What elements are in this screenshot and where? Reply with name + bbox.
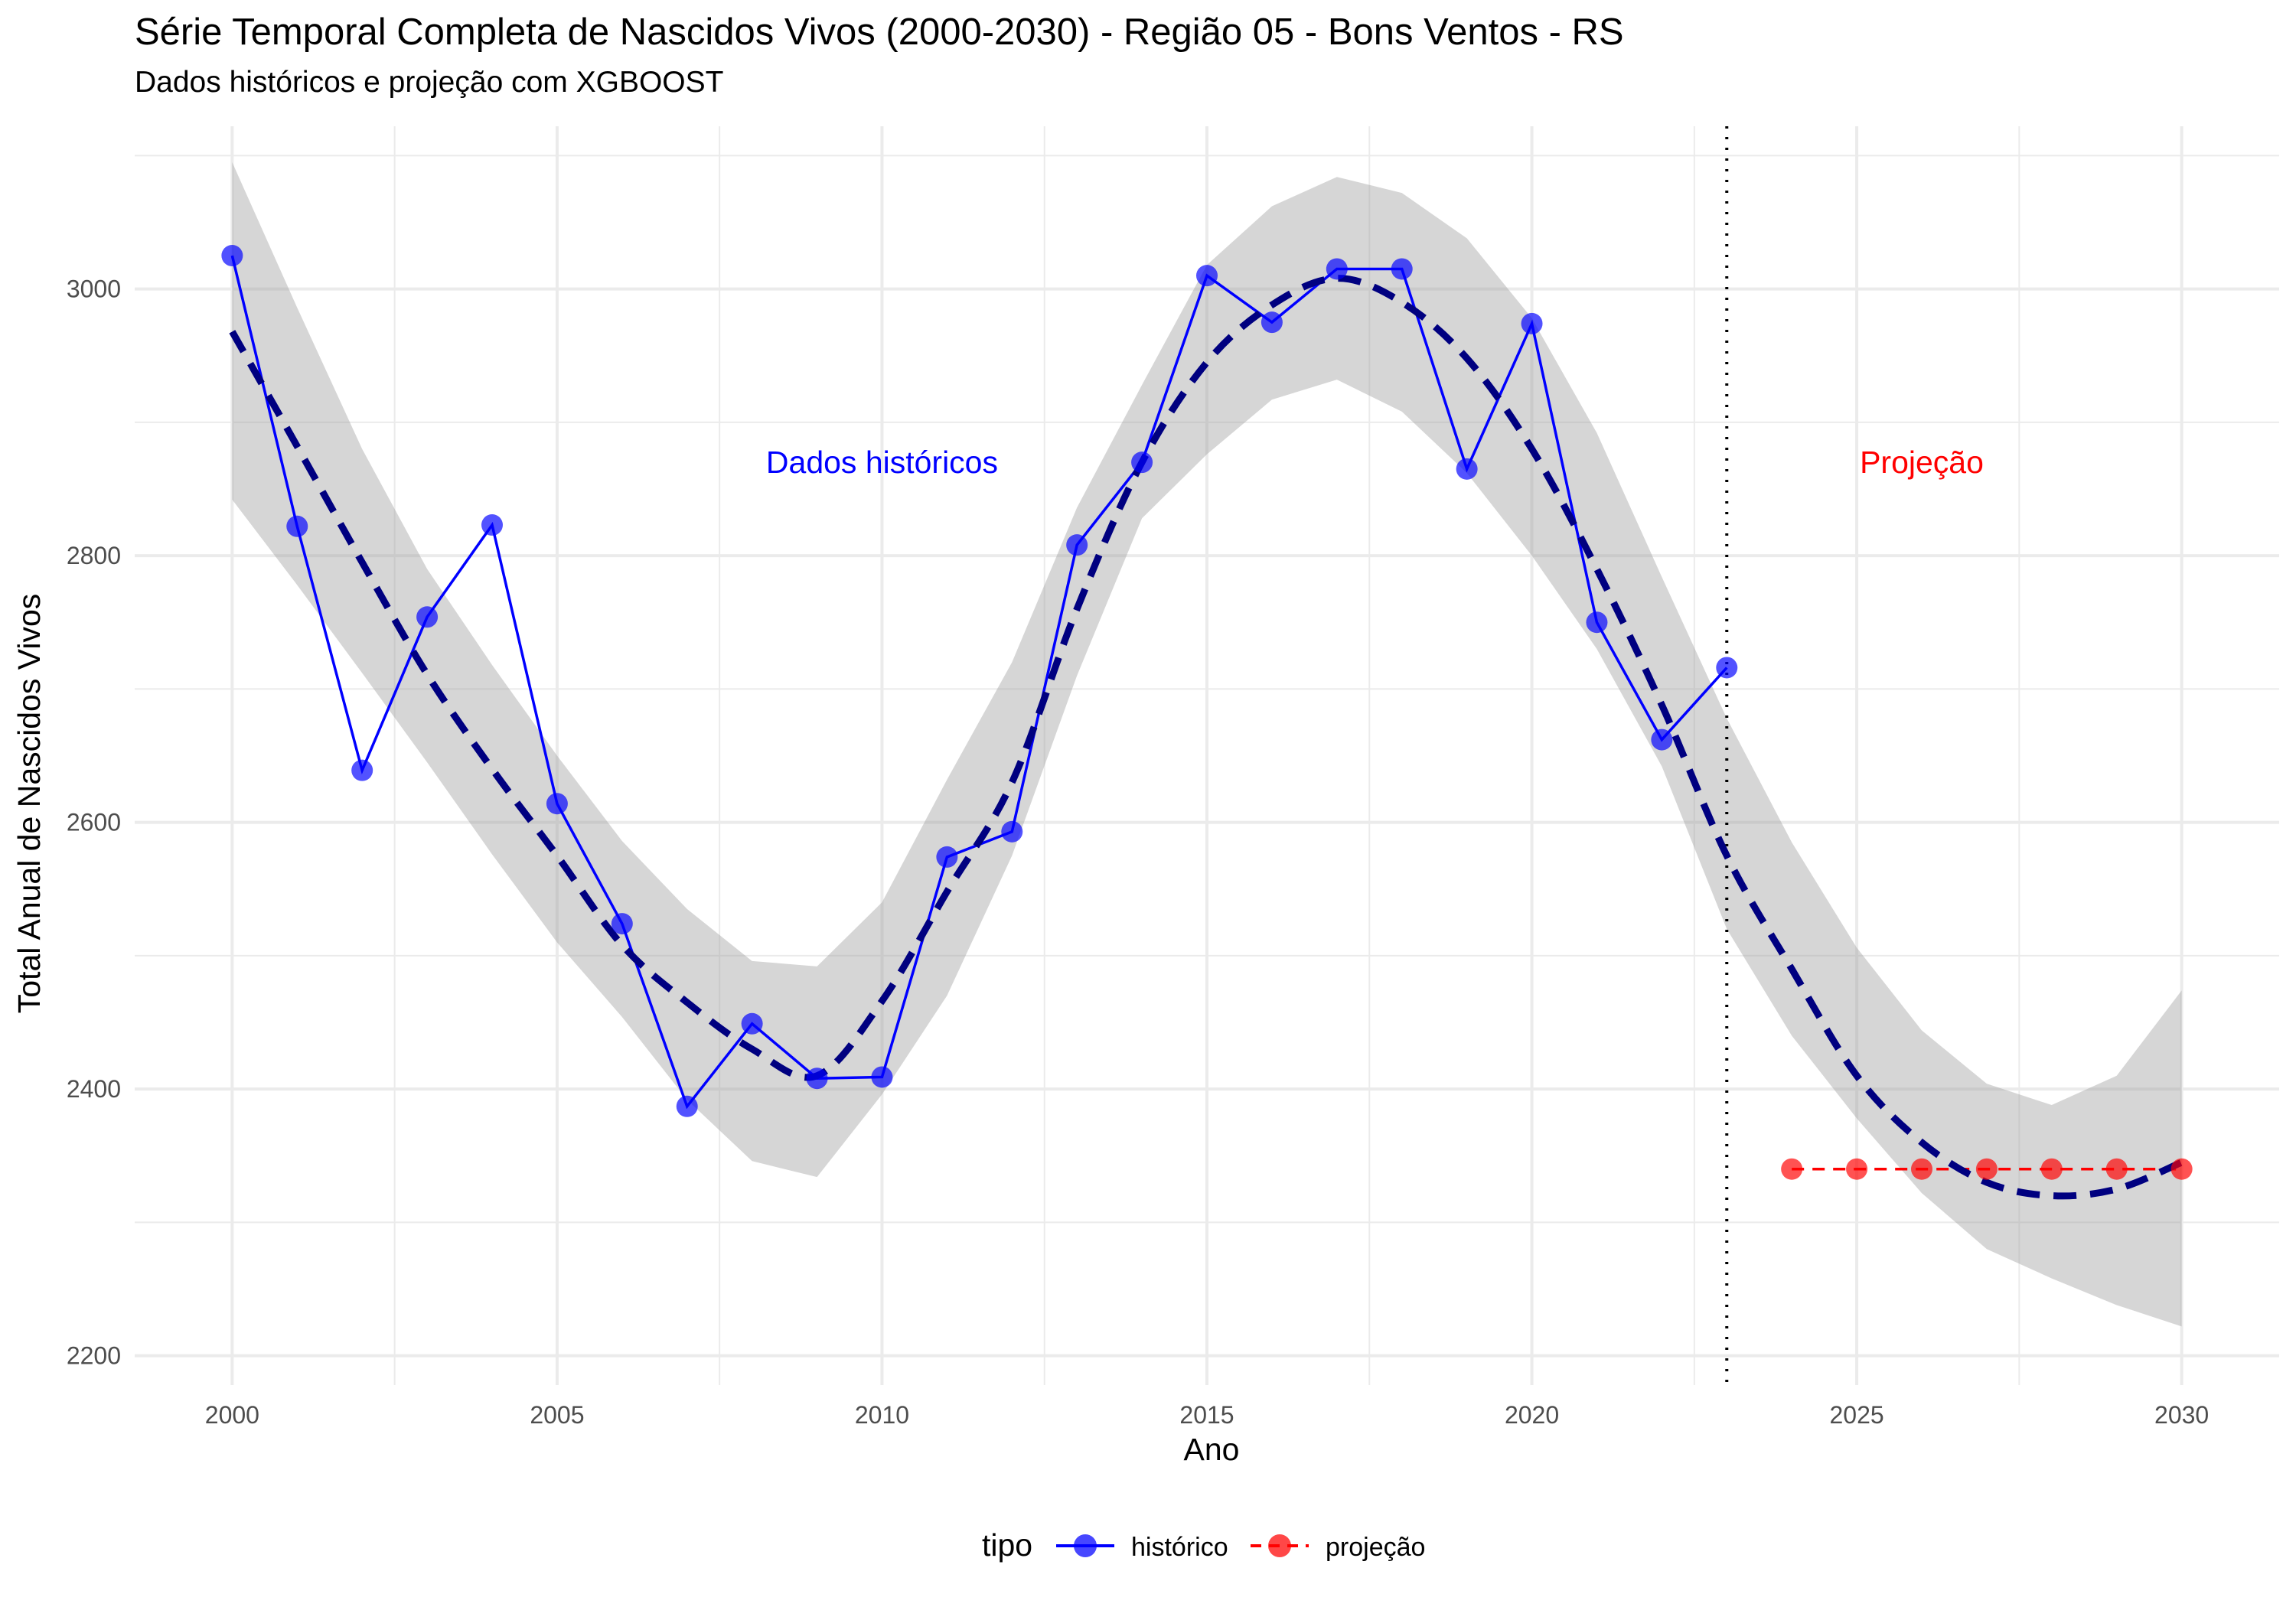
x-tick-label: 2015 xyxy=(1179,1401,1234,1429)
grid-lines xyxy=(135,126,2279,1385)
y-axis-title: Total Anual de Nascidos Vivos xyxy=(11,594,47,1014)
confidence-ribbon xyxy=(232,162,2182,1327)
y-tick-label: 2600 xyxy=(67,809,121,836)
legend-key-projecao-marker xyxy=(1268,1534,1291,1557)
data-point-historico xyxy=(1326,258,1348,280)
y-tick-label: 2200 xyxy=(67,1342,121,1370)
data-point-historico xyxy=(221,245,243,267)
trend-curve xyxy=(229,275,2183,1200)
data-point-historico xyxy=(1716,657,1738,679)
x-tick-label: 2000 xyxy=(205,1401,259,1429)
data-point-historico xyxy=(416,606,439,628)
x-tick-label: 2020 xyxy=(1505,1401,1559,1429)
x-tick-label: 2010 xyxy=(855,1401,909,1429)
data-point-historico xyxy=(806,1068,828,1090)
annotation-projecao: Projeção xyxy=(1860,445,1984,480)
data-point-projecao xyxy=(1975,1158,1998,1180)
data-points xyxy=(221,245,2193,1180)
data-point-projecao xyxy=(1911,1158,1932,1180)
data-point-historico xyxy=(546,793,568,815)
y-tick-label: 2800 xyxy=(67,542,121,569)
data-point-projecao xyxy=(2040,1158,2063,1180)
data-point-projecao xyxy=(1846,1158,1868,1180)
data-point-historico xyxy=(1456,458,1478,480)
data-point-projecao xyxy=(2105,1158,2128,1180)
data-point-historico xyxy=(1131,451,1153,474)
data-point-historico xyxy=(1651,729,1673,751)
data-point-historico xyxy=(1391,258,1413,280)
data-point-historico xyxy=(1261,311,1283,334)
x-tick-label: 2005 xyxy=(530,1401,584,1429)
chart-subtitle: Dados históricos e projeção com XGBOOST xyxy=(135,66,724,99)
x-tick-label: 2030 xyxy=(2154,1401,2209,1429)
data-point-historico xyxy=(1001,820,1023,843)
annotations: Dados históricos Projeção xyxy=(766,445,1984,480)
trend-line xyxy=(229,275,2183,1200)
legend: tipo histórico projeção xyxy=(982,1527,1425,1563)
data-point-historico xyxy=(1586,611,1608,634)
data-point-historico xyxy=(936,846,958,868)
data-point-historico xyxy=(286,515,308,537)
data-point-projecao xyxy=(2170,1158,2193,1180)
data-point-projecao xyxy=(1781,1158,1803,1180)
data-point-historico xyxy=(1521,312,1543,334)
data-point-historico xyxy=(1196,265,1218,287)
axes: 2000 2005 2010 2015 2020 2025 2030 2200 2400 2600… xyxy=(67,275,2209,1429)
legend-key-historico-marker xyxy=(1074,1534,1097,1557)
data-point-historico xyxy=(1066,534,1088,556)
chart-title: Série Temporal Completa de Nascidos Vivo… xyxy=(135,11,1624,53)
annotation-historico: Dados históricos xyxy=(766,445,998,480)
data-point-historico xyxy=(871,1066,893,1088)
data-point-historico xyxy=(611,913,633,935)
legend-item-historico: histórico xyxy=(1056,1533,1228,1562)
confidence-band xyxy=(232,162,2182,1327)
data-point-historico xyxy=(741,1012,763,1035)
legend-title: tipo xyxy=(982,1527,1032,1563)
data-point-historico xyxy=(351,759,373,781)
y-tick-label: 2400 xyxy=(67,1075,121,1103)
legend-item-projecao: projeção xyxy=(1251,1533,1425,1562)
x-tick-label: 2025 xyxy=(1829,1401,1883,1429)
legend-label-historico: histórico xyxy=(1131,1533,1228,1562)
legend-label-projecao: projeção xyxy=(1326,1533,1425,1562)
x-axis-title: Ano xyxy=(1184,1432,1240,1467)
data-point-historico xyxy=(676,1095,698,1117)
y-tick-label: 3000 xyxy=(67,275,121,303)
data-point-historico xyxy=(481,514,503,536)
